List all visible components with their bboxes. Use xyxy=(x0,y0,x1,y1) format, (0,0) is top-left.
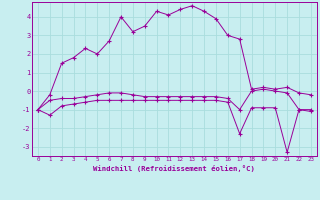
X-axis label: Windchill (Refroidissement éolien,°C): Windchill (Refroidissement éolien,°C) xyxy=(93,165,255,172)
